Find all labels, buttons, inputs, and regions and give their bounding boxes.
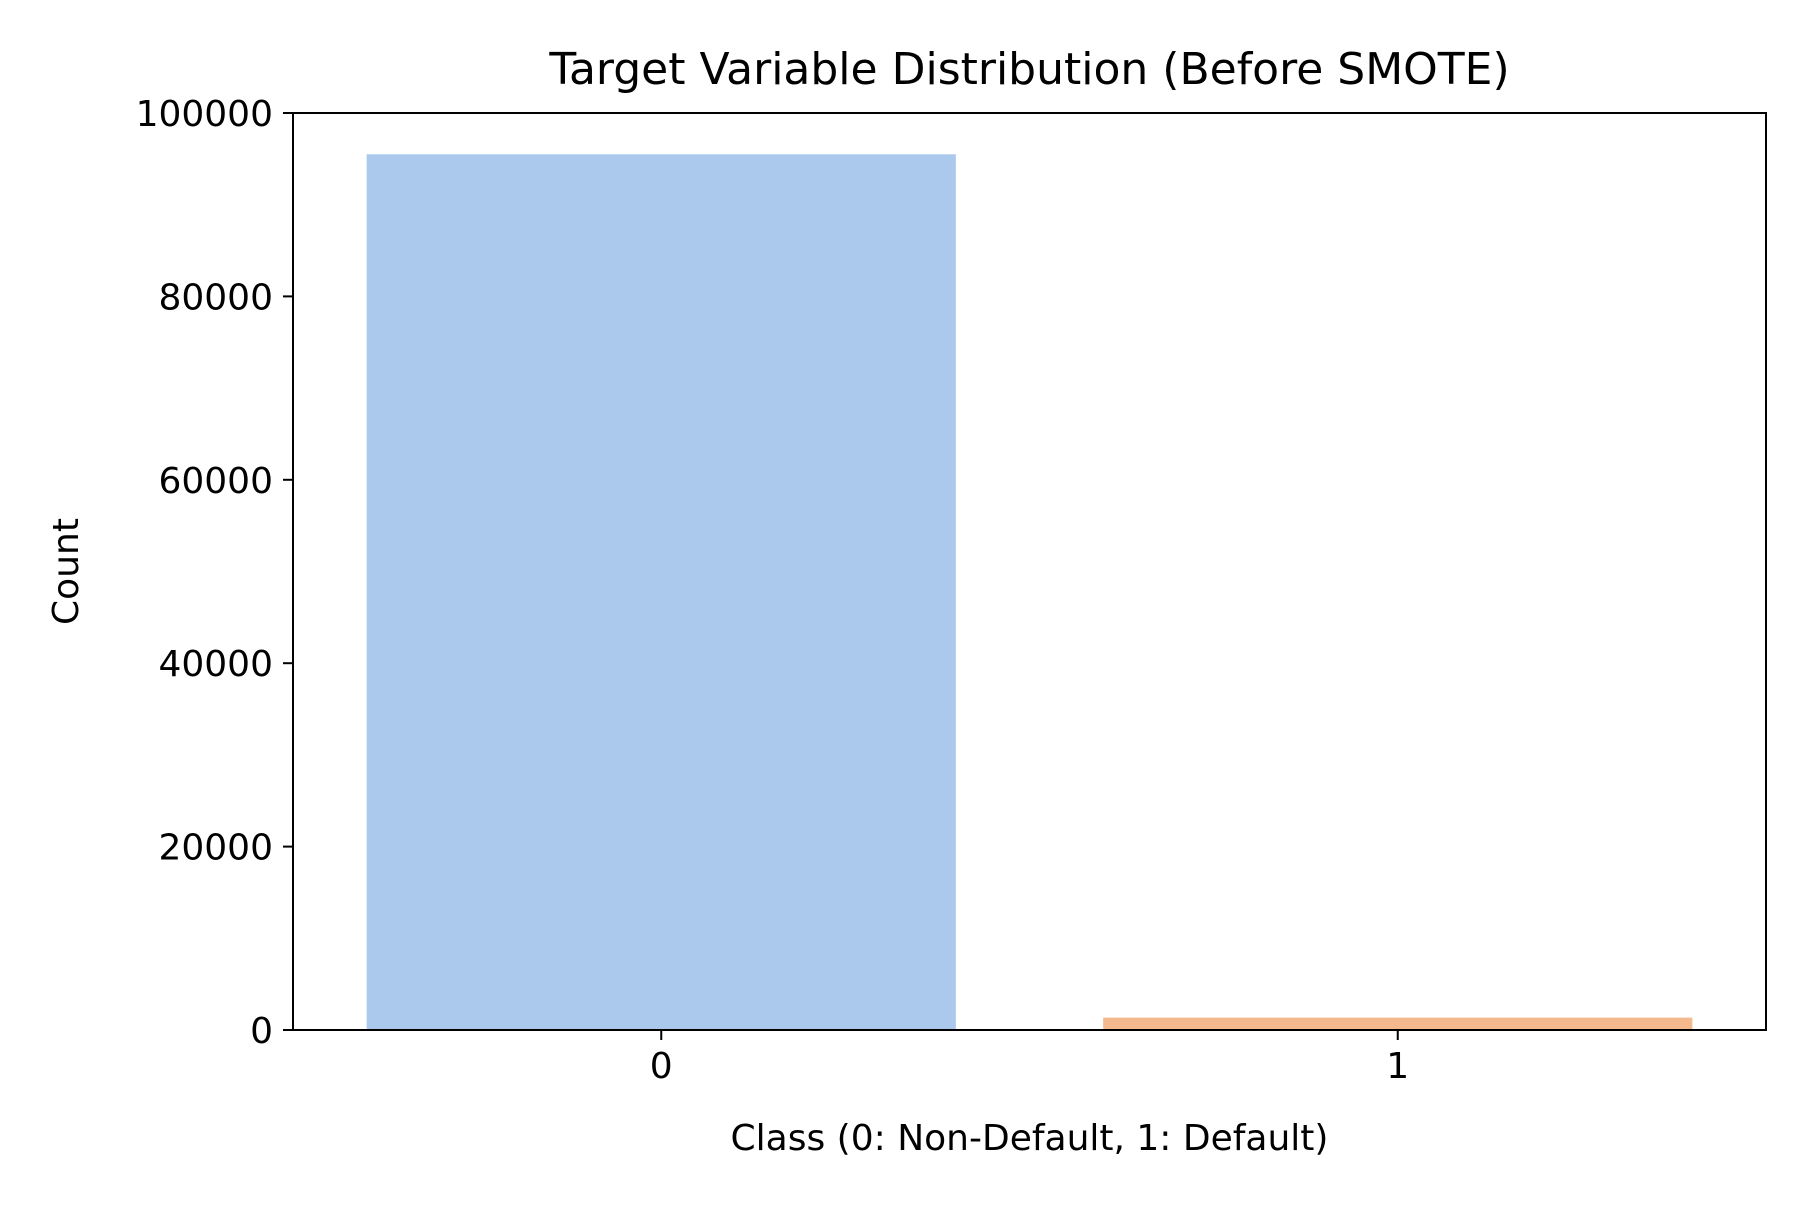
y-tick-label: 20000 xyxy=(158,828,273,869)
bar-class-0 xyxy=(366,154,956,1030)
y-axis-label: Count xyxy=(46,518,87,625)
y-tick-label: 60000 xyxy=(158,461,273,502)
x-tick-label: 0 xyxy=(650,1046,673,1087)
y-tick-label: 40000 xyxy=(158,644,273,685)
plot-area-frame xyxy=(292,112,1767,1031)
bars-layer xyxy=(366,154,1693,1030)
x-tick-label: 1 xyxy=(1386,1046,1409,1087)
bar-class-1 xyxy=(1103,1017,1693,1030)
y-tick-label: 80000 xyxy=(158,277,273,318)
ticks-layer: 0 1 0 20000 40000 60000 80000 100000 xyxy=(136,94,1410,1087)
x-axis-label: Class (0: Non-Default, 1: Default) xyxy=(731,1118,1329,1159)
y-tick-label: 0 xyxy=(250,1011,273,1052)
chart-title: Target Variable Distribution (Before SMO… xyxy=(548,44,1509,95)
y-tick-label: 100000 xyxy=(136,94,273,135)
